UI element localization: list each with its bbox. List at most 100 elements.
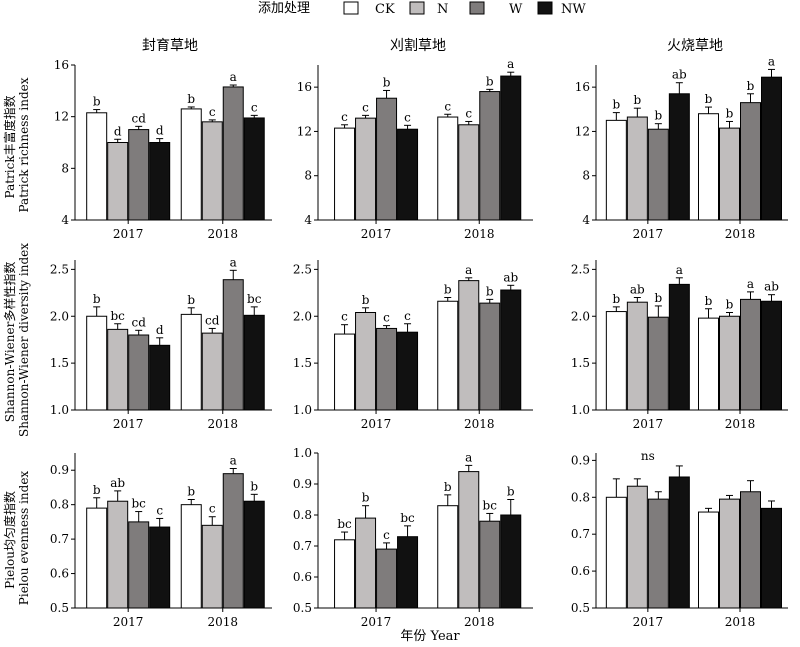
x-axis-label: 年份 Year: [400, 629, 460, 644]
y-tick-label: 1.0: [571, 403, 590, 417]
significance-letter: bc: [400, 511, 415, 525]
significance-letter: c: [444, 99, 451, 113]
y-tick-label: 4: [582, 213, 590, 227]
ylabel-evenness-cn: Pielou均匀度指数: [2, 491, 17, 589]
significance-letter: b: [362, 491, 370, 505]
x-tick-label: 2017: [113, 615, 144, 629]
legend-swatch-n: [409, 1, 425, 15]
significance-letter: bc: [110, 309, 125, 323]
legend-label-nw: NW: [561, 2, 586, 17]
column-title-mowing: 刈割草地: [390, 37, 446, 54]
bar-nw-2018: [243, 117, 265, 221]
bar-nw-2017: [668, 476, 690, 609]
bar-w-2018: [479, 91, 501, 221]
bar-n-2017: [107, 500, 129, 609]
significance-letter: cd: [131, 315, 146, 329]
y-tick-label: 2.0: [571, 309, 590, 323]
significance-letter: ab: [503, 270, 518, 284]
significance-letter: b: [93, 292, 101, 306]
significance-letter: d: [156, 323, 164, 337]
ylabel-evenness: Pielou均匀度指数 Pielou evenness index: [2, 471, 31, 606]
significance-letter: b: [726, 106, 734, 120]
significance-letter: b: [612, 292, 620, 306]
x-tick-label: 2018: [464, 417, 495, 431]
bar-nw-2017: [397, 331, 419, 411]
bar-w-2017: [128, 521, 150, 609]
bar-nw-2017: [397, 536, 419, 609]
ylabel-richness-cn: Patrick丰富度指数: [2, 95, 17, 198]
bar-ck-2018: [437, 300, 459, 411]
bar-n-2018: [201, 121, 223, 221]
x-tick-label: 2018: [207, 227, 238, 241]
x-tick-label: 2018: [464, 615, 495, 629]
significance-letter: b: [93, 95, 101, 109]
bar-w-2018: [222, 279, 244, 411]
x-tick-label: 2017: [633, 615, 664, 629]
y-tick-label: 1.5: [571, 356, 590, 370]
bar-w-2017: [128, 334, 150, 411]
significance-letter: cd: [131, 111, 146, 125]
y-tick-label: 8: [582, 169, 590, 183]
y-tick-label: 0.5: [571, 601, 590, 615]
bar-ck-2018: [698, 511, 719, 609]
y-tick-label: 2.5: [571, 262, 590, 276]
bar-nw-2017: [149, 526, 171, 609]
y-tick-label: 2.5: [50, 262, 69, 276]
y-tick-label: 0.5: [293, 601, 312, 615]
bar-n-2017: [355, 517, 377, 609]
bar-w-2017: [376, 97, 398, 221]
significance-letter: c: [209, 105, 216, 119]
bar-nw-2017: [668, 93, 690, 221]
significance-letter: b: [747, 79, 755, 93]
y-tick-label: 16: [575, 80, 590, 94]
column-title-fenced: 封育草地: [142, 38, 198, 54]
significance-letter: c: [362, 100, 369, 114]
significance-letter: c: [383, 528, 390, 542]
y-tick-label: 0.7: [293, 539, 312, 553]
bar-w-2018: [740, 298, 761, 411]
x-tick-label: 2017: [361, 227, 392, 241]
y-tick-label: 0.5: [50, 601, 69, 615]
y-tick-label: 0.6: [293, 570, 312, 584]
y-tick-label: 2.0: [293, 309, 312, 323]
significance-letter: bc: [337, 517, 352, 531]
legend-label-w: W: [509, 2, 523, 17]
bar-w-2017: [376, 327, 398, 411]
significance-letter: b: [444, 480, 452, 494]
x-tick-label: 2018: [207, 417, 238, 431]
y-tick-label: 1.0: [293, 403, 312, 417]
bar-n-2017: [355, 312, 377, 411]
x-tick-label: 2017: [361, 417, 392, 431]
y-tick-label: 1.0: [293, 446, 312, 460]
y-tick-label: 12: [297, 124, 312, 138]
significance-letter: b: [362, 293, 370, 307]
bar-ck-2017: [334, 333, 356, 411]
y-tick-label: 1.5: [293, 356, 312, 370]
bar-n-2017: [107, 142, 129, 221]
legend: 添加处理 CK N W NW: [258, 1, 586, 17]
y-tick-label: 0.7: [571, 527, 590, 541]
significance-letter: ab: [110, 476, 125, 490]
x-tick-label: 2017: [113, 227, 144, 241]
bar-n-2018: [201, 332, 223, 411]
bar-w-2018: [479, 520, 501, 609]
significance-letter: b: [633, 93, 641, 107]
bar-ck-2018: [698, 113, 719, 221]
bar-w-2017: [376, 548, 398, 609]
bar-n-2018: [458, 124, 480, 221]
y-tick-label: 12: [54, 110, 69, 124]
significance-letter: c: [465, 106, 472, 120]
bar-n-2017: [355, 117, 377, 221]
bar-nw-2018: [243, 500, 265, 609]
bar-nw-2018: [500, 514, 522, 609]
bar-nw-2017: [397, 128, 419, 221]
significance-letter: d: [156, 124, 164, 138]
bar-w-2018: [222, 86, 244, 221]
bar-ck-2018: [437, 116, 459, 221]
significance-letter: b: [444, 283, 452, 297]
ylabel-richness: Patrick丰富度指数 Patrick richness index: [2, 77, 31, 212]
significance-letter: b: [726, 298, 734, 312]
